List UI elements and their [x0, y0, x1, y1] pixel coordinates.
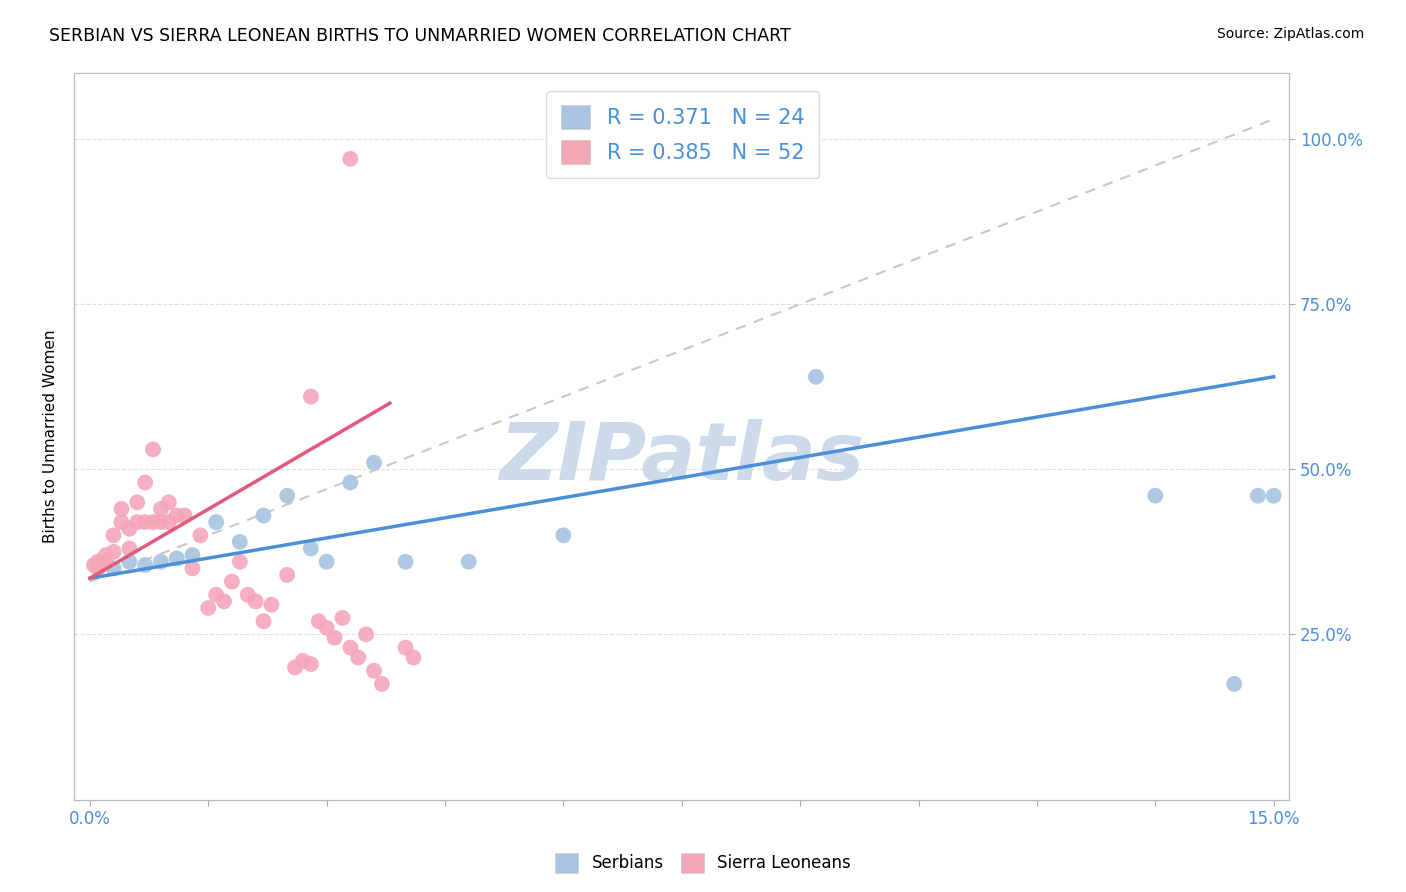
Point — [83, 558, 105, 572]
Point — [118, 541, 141, 556]
Point — [276, 568, 298, 582]
Point — [252, 508, 274, 523]
Point — [252, 614, 274, 628]
Point — [363, 456, 385, 470]
Point — [402, 650, 425, 665]
Point — [181, 548, 204, 562]
Text: ZIPatlas: ZIPatlas — [499, 419, 865, 497]
Point — [110, 502, 132, 516]
Point — [134, 558, 156, 572]
Point — [229, 555, 252, 569]
Point — [118, 522, 141, 536]
Point — [457, 555, 479, 569]
Point — [260, 598, 283, 612]
Point — [315, 621, 337, 635]
Point — [103, 528, 125, 542]
Point — [205, 515, 228, 529]
Point — [339, 152, 361, 166]
Point — [205, 588, 228, 602]
Point — [197, 601, 219, 615]
Point — [291, 654, 314, 668]
Point — [394, 640, 416, 655]
Point — [103, 545, 125, 559]
Point — [394, 555, 416, 569]
Point — [212, 594, 235, 608]
Point — [87, 555, 110, 569]
Point — [181, 561, 204, 575]
Point — [134, 515, 156, 529]
Text: Source: ZipAtlas.com: Source: ZipAtlas.com — [1216, 27, 1364, 41]
Point — [804, 369, 827, 384]
Point — [299, 390, 322, 404]
Point — [87, 561, 110, 575]
Point — [299, 541, 322, 556]
Point — [94, 548, 117, 562]
Point — [142, 442, 165, 457]
Point — [149, 515, 172, 529]
Point — [284, 660, 307, 674]
Point — [110, 515, 132, 529]
Point — [371, 677, 394, 691]
Y-axis label: Births to Unmarried Women: Births to Unmarried Women — [44, 329, 58, 543]
Point — [173, 508, 195, 523]
Point — [1247, 489, 1270, 503]
Point — [94, 555, 117, 569]
Point — [315, 555, 337, 569]
Text: SERBIAN VS SIERRA LEONEAN BIRTHS TO UNMARRIED WOMEN CORRELATION CHART: SERBIAN VS SIERRA LEONEAN BIRTHS TO UNMA… — [49, 27, 792, 45]
Point — [1144, 489, 1167, 503]
Point — [245, 594, 267, 608]
Legend: R = 0.371   N = 24, R = 0.385   N = 52: R = 0.371 N = 24, R = 0.385 N = 52 — [547, 91, 818, 178]
Point — [118, 555, 141, 569]
Point — [339, 640, 361, 655]
Point — [308, 614, 330, 628]
Point — [157, 515, 180, 529]
Point — [127, 495, 149, 509]
Point — [1263, 489, 1285, 503]
Point — [149, 502, 172, 516]
Point — [190, 528, 212, 542]
Point — [339, 475, 361, 490]
Point — [134, 475, 156, 490]
Point — [94, 555, 117, 569]
Point — [157, 495, 180, 509]
Point — [553, 528, 575, 542]
Point — [354, 627, 377, 641]
Point — [229, 535, 252, 549]
Point — [166, 508, 188, 523]
Point — [166, 551, 188, 566]
Legend: Serbians, Sierra Leoneans: Serbians, Sierra Leoneans — [548, 847, 858, 880]
Point — [90, 558, 112, 572]
Point — [347, 650, 370, 665]
Point — [332, 611, 354, 625]
Point — [103, 561, 125, 575]
Point — [149, 555, 172, 569]
Point — [236, 588, 259, 602]
Point — [299, 657, 322, 672]
Point — [221, 574, 243, 589]
Point — [363, 664, 385, 678]
Point — [87, 558, 110, 572]
Point — [323, 631, 346, 645]
Point — [142, 515, 165, 529]
Point — [127, 515, 149, 529]
Point — [1223, 677, 1246, 691]
Point — [276, 489, 298, 503]
